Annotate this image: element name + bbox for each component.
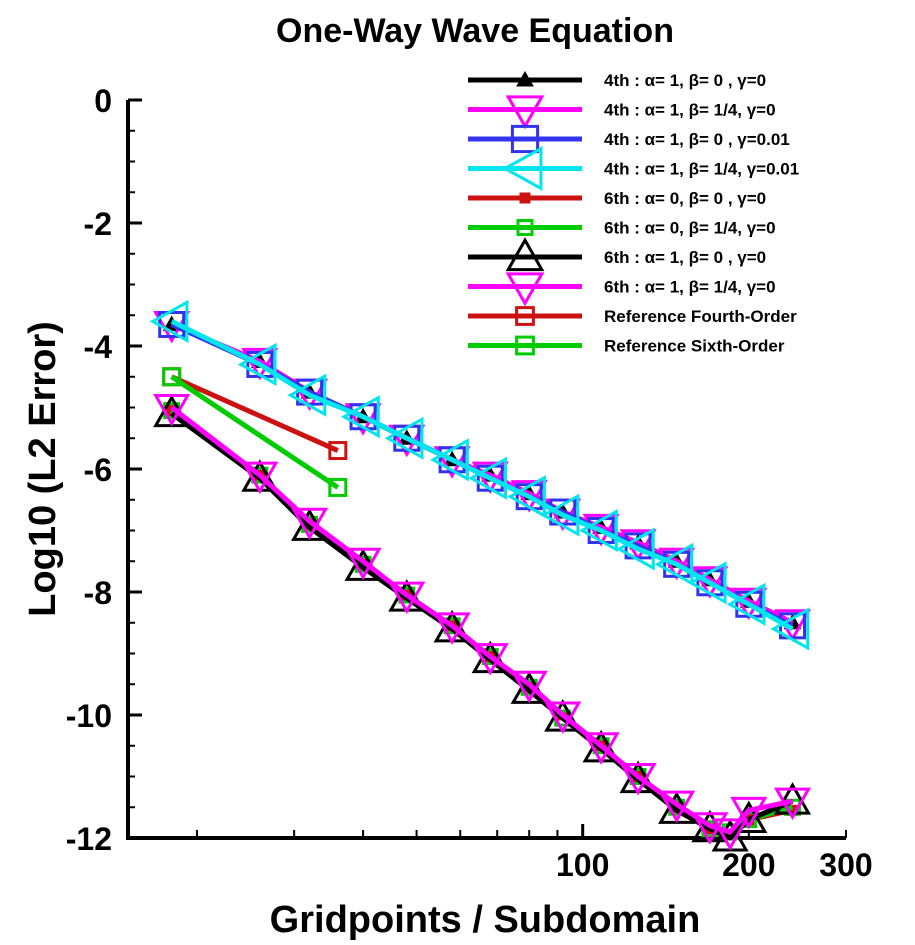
- y-tick-label: -2: [84, 206, 112, 242]
- series-9: [162, 367, 348, 497]
- data-point: [773, 782, 812, 815]
- legend-swatch-marker: [515, 335, 535, 356]
- series-7: [153, 394, 812, 851]
- data-point: [149, 299, 189, 343]
- data-point: [384, 416, 424, 460]
- data-point: [430, 438, 469, 482]
- x-axis-title: Gridpoints / Subdomain: [270, 899, 701, 941]
- legend-label: 4th : α= 1, β= 1/4, γ=0.01: [604, 160, 799, 179]
- y-tick-label: -4: [84, 329, 113, 365]
- data-point: [726, 582, 766, 626]
- legend-item: Reference Fourth-Order: [468, 306, 797, 326]
- data-point: [540, 493, 580, 537]
- series-5: [163, 402, 802, 841]
- legend-label: Reference Sixth-Order: [604, 337, 785, 356]
- data-point: [287, 373, 327, 417]
- data-point: [773, 787, 812, 821]
- data-point: [711, 818, 749, 851]
- legend-swatch-marker: [516, 70, 534, 87]
- legend-swatch-marker: [501, 146, 543, 191]
- series-3: [149, 299, 810, 651]
- data-point: [162, 367, 182, 387]
- legend-swatch-marker: [515, 306, 535, 326]
- legend-item: 4th : α= 1, β= 0 , γ=0.01: [468, 124, 790, 154]
- data-point: [237, 342, 277, 386]
- data-point: [510, 670, 548, 704]
- y-tick-label: -12: [66, 821, 112, 857]
- data-point: [544, 701, 582, 735]
- legend-item: 4th : α= 1, β= 1/4, γ=0: [468, 95, 776, 130]
- data-point: [615, 527, 655, 571]
- series-8: [162, 367, 348, 461]
- y-tick-label: -6: [84, 452, 112, 488]
- legend-label: 6th : α= 0, β= 1/4, γ=0: [604, 219, 776, 238]
- data-point: [340, 395, 380, 439]
- series-line: [170, 319, 794, 632]
- axes: Gridpoints / Subdomain Log10 (L2 Error): [22, 100, 846, 941]
- legend-item: 6th : α= 0, β= 1/4, γ=0: [468, 219, 776, 238]
- legend-item: 6th : α= 0, β= 0 , γ=0: [468, 189, 766, 208]
- x-tick-label: 200: [722, 847, 775, 883]
- data-point: [619, 763, 657, 796]
- data-point: [658, 790, 696, 824]
- legend-item: 6th : α= 1, β= 0 , γ=0: [468, 237, 766, 272]
- y-tick-label: -8: [84, 575, 112, 611]
- legend-label: 4th : α= 1, β= 0 , γ=0.01: [604, 130, 790, 149]
- data-point: [153, 394, 191, 427]
- data-point: [582, 732, 620, 765]
- data-point: [241, 461, 279, 495]
- legend: 4th : α= 1, β= 0 , γ=0 4th : α= 1, β= 1/4…: [468, 70, 799, 356]
- legend-swatch-marker: [505, 237, 545, 272]
- series-line: [170, 374, 340, 490]
- data-point: [654, 542, 694, 586]
- chart-title: One-Way Wave Equation: [276, 12, 674, 50]
- data-point: [687, 561, 727, 605]
- data-point: [468, 456, 507, 500]
- series-line: [170, 374, 339, 453]
- data-point: [471, 643, 509, 676]
- legend-item: 6th : α= 1, β= 1/4, γ=0: [468, 272, 776, 307]
- data-point: [388, 581, 426, 615]
- data-point: [730, 587, 768, 621]
- data-point: [328, 441, 348, 461]
- legend-swatch-marker: [516, 219, 534, 236]
- legend-item: Reference Sixth-Order: [468, 335, 785, 356]
- series-layer: [149, 299, 812, 852]
- legend-item: 4th : α= 1, β= 1/4, γ=0.01: [468, 146, 799, 191]
- legend-label: 4th : α= 1, β= 1/4, γ=0: [604, 101, 776, 120]
- data-point: [471, 461, 509, 495]
- data-point: [770, 607, 810, 651]
- data-point: [507, 475, 546, 519]
- legend-swatch-marker: [519, 192, 531, 204]
- data-point: [579, 508, 618, 553]
- legend-label: 6th : α= 1, β= 0 , γ=0: [604, 248, 766, 267]
- data-point: [344, 547, 382, 581]
- legend-label: 4th : α= 1, β= 0 , γ=0: [604, 71, 766, 90]
- legend-swatch-marker: [505, 272, 545, 307]
- y-tick-label: -10: [66, 698, 112, 734]
- legend-label: Reference Fourth-Order: [604, 307, 797, 326]
- data-point: [730, 796, 768, 830]
- y-ticks: 0 -2 -4 -6 -8 -10 -12: [66, 83, 142, 857]
- x-ticks: 100 200 300: [195, 824, 873, 883]
- x-tick-label: 100: [556, 847, 609, 883]
- legend-item: 4th : α= 1, β= 0 , γ=0: [468, 70, 766, 90]
- legend-swatch-marker: [505, 95, 545, 130]
- data-point: [291, 507, 329, 541]
- data-point: [433, 612, 471, 645]
- data-point: [691, 566, 729, 599]
- y-tick-label: 0: [94, 83, 112, 119]
- legend-label: 6th : α= 1, β= 1/4, γ=0: [604, 278, 776, 297]
- y-axis-title: Log10 (L2 Error): [22, 321, 64, 617]
- data-point: [328, 477, 348, 497]
- legend-swatch-marker: [510, 124, 540, 154]
- legend-label: 6th : α= 0, β= 0 , γ=0: [604, 189, 766, 208]
- x-tick-label: 300: [819, 847, 872, 883]
